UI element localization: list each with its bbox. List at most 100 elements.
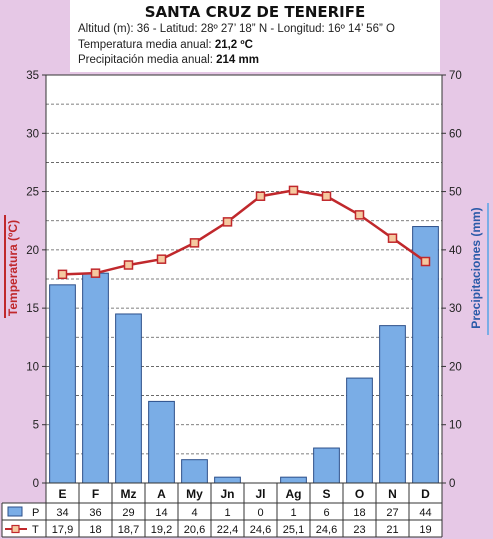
precipitation-bar [181,459,208,484]
month-label: Jn [220,487,234,501]
right-tick-label: 0 [449,478,455,490]
temperature-value: 18 [89,524,101,536]
month-label: My [186,487,203,501]
annual-precipitation: Precipitación media anual: 214 mm [78,54,259,66]
chart-header: SANTA CRUZ DE TENERIFE Altitud (m): 36 -… [70,0,440,72]
temperature-value: 22,4 [217,524,238,536]
temperature-series-line [62,189,427,276]
temperature-value: 20,6 [184,524,205,536]
annual-temperature-label: Temperatura media anual: [78,39,215,51]
precipitation-bar [82,272,109,484]
month-label: F [92,487,99,501]
precipitation-bar [49,284,76,484]
precipitation-bar [313,447,340,484]
temperature-point [387,233,398,243]
temperature-value: 18,7 [118,524,139,536]
month-label: S [322,487,330,501]
right-tick-label: 30 [449,303,462,315]
month-label: A [157,487,166,501]
month-label: O [355,487,364,501]
temperature-point [420,256,431,267]
temperature-point [123,260,134,270]
precipitation-value: 0 [257,507,263,519]
precipitation-bar [214,476,241,484]
precipitation-value: 1 [224,507,230,519]
right-tick-label: 50 [449,187,462,199]
left-tick-label: 35 [26,70,39,82]
temperature-point [255,191,266,201]
temperature-line [57,185,431,280]
precipitation-value: 34 [56,507,68,519]
temperature-value: 24,6 [316,524,337,536]
left-tick-label: 10 [26,361,39,373]
left-axis-label: Temperatura (ºC) [6,220,20,316]
precipitation-bar [115,313,142,484]
temperature-point [57,269,68,280]
precipitation-value: 14 [155,507,167,519]
precipitation-axis-marker [487,203,489,335]
right-axis-ticks: 0 10 20 30 40 50 60 70 [442,70,462,490]
temperature-value: 25,1 [283,524,304,536]
right-tick-label: 70 [449,70,462,82]
right-axis-label: Precipitaciones (mm) [469,207,483,328]
right-tick-label: 40 [449,245,462,257]
precipitation-legend-label: P [32,507,39,519]
left-tick-label: 0 [33,478,39,490]
precipitation-value: 4 [191,507,197,519]
temperature-value: 23 [353,524,365,536]
left-tick-label: 30 [26,128,39,140]
precipitation-legend-swatch [7,506,23,517]
gridlines [46,103,442,455]
precipitation-value: 36 [89,507,101,519]
month-label: D [421,487,430,501]
left-tick-label: 20 [26,245,39,257]
temperature-value: 17,9 [52,524,73,536]
precipitation-bar [346,377,373,484]
temperature-point [189,238,200,248]
precipitation-bar [280,476,307,484]
annual-precipitation-value: 214 mm [216,54,259,66]
precipitation-value: 29 [122,507,134,519]
temperature-point [90,268,101,278]
left-tick-label: 15 [26,303,39,315]
temperature-point [222,217,233,227]
temperature-value: 19 [419,524,431,536]
temperature-point [321,191,332,201]
precipitation-bar [148,400,175,484]
temperature-point [354,210,365,220]
annual-temperature: Temperatura media anual: 21,2 ºC [78,39,253,51]
month-label: E [58,487,66,501]
annual-precipitation-label: Precipitación media anual: [78,54,217,66]
right-tick-label: 60 [449,128,462,140]
precipitation-value: 6 [323,507,329,519]
right-tick-label: 20 [449,361,462,373]
left-axis-ticks: 0 5 10 15 20 25 30 35 [26,70,46,490]
precipitation-bar [412,226,439,484]
precipitation-bar [379,325,406,484]
month-label: Jl [255,487,265,501]
temperature-value: 19,2 [151,524,172,536]
temperature-value: 21 [386,524,398,536]
data-table: E F Mz A My Jn Jl Ag S O N D PT 34 36 29 14 4 1 0 1 6 18 27 44 17… [1,482,443,538]
temperature-point [156,254,167,264]
chart-title: SANTA CRUZ DE TENERIFE [144,3,366,21]
precipitation-value: 27 [386,507,398,519]
month-label: Ag [286,487,302,501]
annual-temperature-value: 21,2 ºC [214,39,253,51]
temperature-axis-marker [4,215,6,318]
month-label: N [388,487,397,501]
station-coordinates: Altitud (m): 36 - Latitud: 28º 27’ 18” N… [78,23,395,35]
month-label: Mz [121,487,137,501]
temperature-legend-label: T [32,524,39,536]
precipitation-value: 18 [353,507,365,519]
precipitation-value: 1 [290,507,296,519]
left-tick-label: 25 [26,187,39,199]
precipitation-value: 44 [419,507,431,519]
temperature-legend-marker [11,524,20,534]
precipitation-bars [49,226,439,484]
temperature-point [288,185,299,196]
right-tick-label: 10 [449,420,462,432]
temperature-value: 24,6 [250,524,271,536]
left-tick-label: 5 [33,420,39,432]
